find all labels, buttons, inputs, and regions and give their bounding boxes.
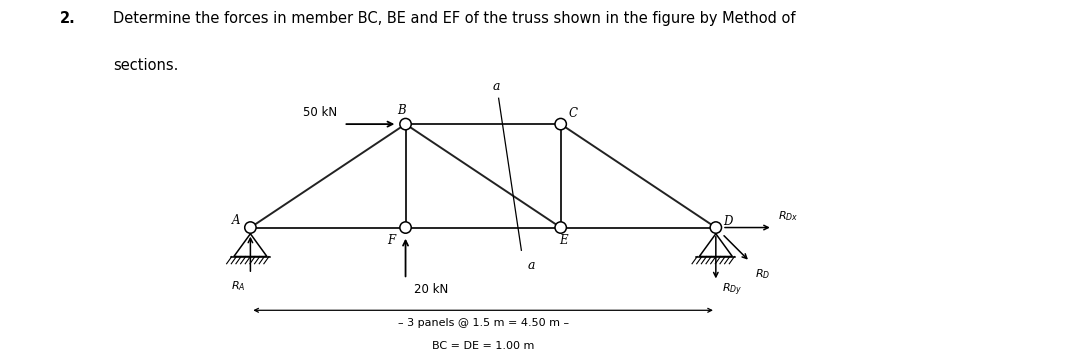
Text: D: D	[724, 215, 733, 228]
Text: a: a	[528, 258, 536, 272]
Text: Determine the forces in member BC, BE and EF of the truss shown in the figure by: Determine the forces in member BC, BE an…	[113, 11, 796, 26]
Text: BC = DE = 1.00 m: BC = DE = 1.00 m	[432, 341, 535, 351]
Text: 50 kN: 50 kN	[303, 106, 337, 119]
Circle shape	[400, 118, 411, 130]
Text: sections.: sections.	[113, 58, 179, 73]
Text: $R_{Dy}$: $R_{Dy}$	[723, 281, 742, 298]
Text: 2.: 2.	[59, 11, 76, 26]
Circle shape	[555, 118, 566, 130]
Text: $R_D$: $R_D$	[755, 267, 770, 281]
Text: C: C	[568, 107, 578, 120]
Circle shape	[400, 222, 411, 233]
Circle shape	[245, 222, 256, 233]
Text: a: a	[492, 80, 500, 93]
Text: E: E	[559, 235, 568, 248]
Text: A: A	[232, 214, 240, 227]
Circle shape	[711, 222, 721, 233]
Text: B: B	[397, 104, 406, 117]
Text: $R_{Dx}$: $R_{Dx}$	[778, 210, 798, 223]
Circle shape	[555, 222, 566, 233]
Text: $R_A$: $R_A$	[231, 279, 245, 293]
Text: – 3 panels @ 1.5 m = 4.50 m –: – 3 panels @ 1.5 m = 4.50 m –	[397, 317, 569, 328]
Text: 20 kN: 20 kN	[414, 283, 448, 296]
Text: F: F	[387, 235, 395, 248]
